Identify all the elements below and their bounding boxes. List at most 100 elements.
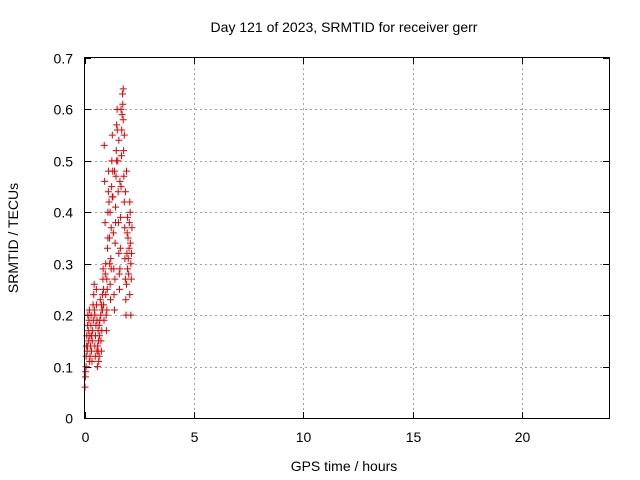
data-point [108,131,116,139]
data-point [93,316,101,324]
data-point [126,291,134,299]
data-point [116,265,124,273]
y-tick-label: 0.7 [54,51,74,67]
y-tick-label: 0.3 [54,257,74,273]
data-point [119,90,127,98]
data-point [109,229,117,237]
x-tick-label: 20 [515,429,531,445]
x-tick-label: 0 [82,429,90,445]
data-point [120,131,128,139]
y-tick-label: 0.1 [54,360,74,376]
data-points [81,85,136,391]
y-tick-label: 0.5 [54,154,74,170]
data-point [91,311,99,319]
data-point [100,316,108,324]
data-point [104,234,112,242]
data-point [117,183,125,191]
data-point [99,265,107,273]
data-point [90,280,98,288]
x-tick-label: 10 [296,429,312,445]
data-point [124,213,132,221]
data-point [128,224,136,232]
data-point [122,296,130,304]
data-point [90,291,98,299]
data-point [82,363,90,371]
data-point [92,285,100,293]
y-axis-title: SRMTID / TECUs [5,183,21,293]
data-point [122,280,130,288]
data-point [95,352,103,360]
data-point [124,265,132,273]
data-point [112,147,120,155]
y-tick-label: 0.2 [54,308,74,324]
data-point [117,213,125,221]
data-point [113,157,121,165]
x-axis-title: GPS time / hours [291,458,398,474]
data-point [107,296,115,304]
data-point [93,363,101,371]
data-point [88,332,96,340]
data-point [85,357,93,365]
data-point [84,342,92,350]
data-point [119,100,127,108]
data-point [126,208,134,216]
data-point [121,275,129,283]
data-point [121,224,129,232]
data-point [121,188,129,196]
plot-frame [84,57,610,419]
data-point [125,270,133,278]
data-point [110,306,118,314]
data-point [125,244,133,252]
data-point [115,270,123,278]
data-point [118,126,126,134]
data-point [104,188,112,196]
data-point [88,337,96,345]
data-point [126,239,134,247]
data-point [106,280,114,288]
data-point [102,260,110,268]
data-point [97,337,105,345]
data-point [101,270,109,278]
data-point [111,275,119,283]
data-point [108,183,116,191]
data-point [94,347,102,355]
data-point [108,193,116,201]
data-point [112,172,120,180]
data-point [112,219,120,227]
data-point [117,105,125,113]
data-point [125,219,133,227]
data-point [127,260,135,268]
data-point [118,111,126,119]
data-point [119,116,127,124]
data-point [101,177,109,185]
data-point [97,301,105,309]
data-point [110,291,118,299]
data-point [96,296,104,304]
grid [85,58,609,418]
data-point [102,291,110,299]
chart-title: Day 121 of 2023, SRMTID for receiver ger… [211,19,478,35]
y-tick-label: 0 [65,411,73,427]
tick-labels: 0 5 10 15 20 0 0.1 0.2 0.3 0.4 0.5 0.6 0.7 [54,51,531,446]
data-point [115,249,123,257]
data-point [124,234,132,242]
x-tick-label: 15 [406,429,422,445]
data-point [120,147,128,155]
data-point [107,224,115,232]
x-tick-label: 5 [191,429,199,445]
data-point [115,136,123,144]
data-point [113,121,121,129]
data-point [126,198,134,206]
data-point [127,275,135,283]
axis-ticks [85,58,609,419]
data-point [123,229,131,237]
y-tick-label: 0.6 [54,102,74,118]
data-point [103,275,111,283]
data-point [127,311,135,319]
data-point [105,198,113,206]
data-point [107,265,115,273]
data-point [103,244,111,252]
data-point [100,285,108,293]
data-point [122,167,130,175]
